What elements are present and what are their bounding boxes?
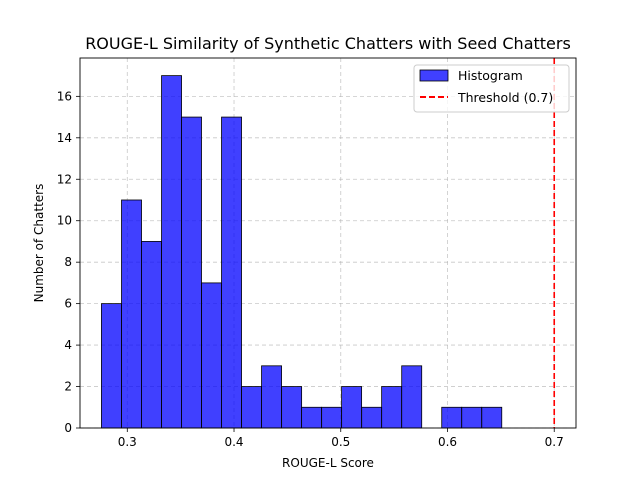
x-tick-label-4: 0.7 (545, 435, 564, 449)
y-tick-label-5: 10 (57, 214, 72, 228)
legend-swatch-histogram (419, 69, 449, 82)
y-tick-label-1: 2 (64, 380, 72, 394)
histogram-bar-19 (481, 406, 503, 429)
chart-title: ROUGE-L Similarity of Synthetic Chatters… (85, 34, 571, 53)
y-axis-label: Number of Chatters (32, 184, 46, 303)
histogram-bar-7 (241, 386, 263, 429)
histogram-bar-1 (121, 199, 142, 429)
legend-label-threshold: Threshold (0.7) (457, 90, 553, 105)
x-tick-label-2: 0.5 (331, 435, 350, 449)
legend: Histogram Threshold (0.7) (413, 64, 570, 113)
histogram-bar-11 (321, 406, 343, 429)
y-tick-label-0: 0 (64, 421, 72, 435)
histogram-bar-0 (101, 303, 122, 429)
histogram-bar-4 (181, 116, 202, 429)
y-axis-ticks: 0 2 4 6 8 10 12 14 16 (57, 89, 80, 435)
histogram-bars (101, 75, 503, 429)
y-tick-label-7: 14 (57, 131, 72, 145)
x-tick-label-1: 0.4 (224, 435, 243, 449)
x-tick-label-0: 0.3 (118, 435, 137, 449)
histogram-bar-18 (461, 406, 483, 429)
x-axis-ticks: 0.3 0.4 0.5 0.6 0.7 (118, 428, 564, 449)
histogram-bar-17 (441, 406, 463, 429)
histogram-bar-15 (401, 365, 423, 429)
histogram-bar-3 (161, 75, 182, 429)
histogram-bar-14 (381, 386, 403, 429)
y-tick-label-6: 12 (57, 172, 72, 186)
x-tick-label-3: 0.6 (438, 435, 457, 449)
y-tick-label-2: 4 (64, 338, 72, 352)
y-tick-label-4: 8 (64, 255, 72, 269)
legend-label-histogram: Histogram (458, 68, 523, 83)
histogram-bar-9 (281, 386, 303, 429)
y-tick-label-8: 16 (57, 89, 72, 103)
legend-box (413, 64, 570, 113)
x-axis-label: ROUGE-L Score (282, 456, 374, 470)
histogram-bar-12 (341, 386, 363, 429)
plot-frame (79, 57, 577, 429)
histogram-bar-8 (261, 365, 282, 429)
histogram-bar-10 (301, 406, 322, 429)
y-tick-label-3: 6 (64, 297, 72, 311)
histogram-bar-2 (141, 241, 162, 429)
histogram-bar-6 (221, 116, 242, 429)
histogram-bar-13 (361, 406, 383, 429)
histogram-bar-5 (201, 282, 222, 429)
